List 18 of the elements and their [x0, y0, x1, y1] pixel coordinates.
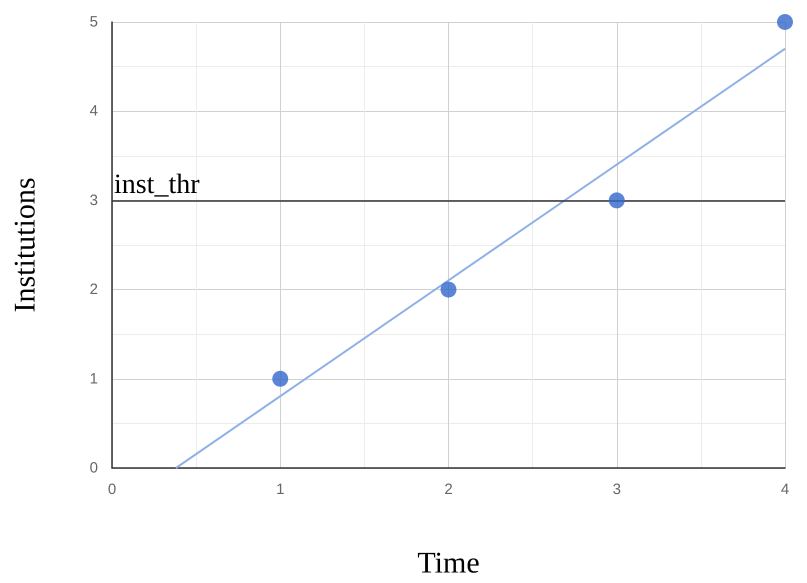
y-tick-label: 2 [90, 281, 98, 298]
x-axis-title: Time [417, 546, 480, 580]
point [777, 14, 793, 30]
y-tick-label: 3 [90, 192, 98, 209]
y-tick-label: 5 [90, 14, 98, 30]
y-tick-label: 4 [90, 102, 98, 120]
y-tick-label: 0 [90, 460, 98, 476]
x-tick-label: 2 [444, 481, 453, 498]
x-tick-label: 4 [780, 481, 790, 498]
x-tick-label: 1 [276, 481, 284, 498]
y-tick-label: 1 [90, 370, 98, 388]
point [440, 282, 456, 298]
y-axis-title: Institutions [8, 177, 42, 313]
x-tick-label: 3 [612, 481, 621, 498]
ref-line-label: inst_thr [114, 168, 200, 200]
point [608, 192, 625, 208]
point [272, 370, 288, 387]
x-tick-label: 0 [108, 481, 116, 498]
